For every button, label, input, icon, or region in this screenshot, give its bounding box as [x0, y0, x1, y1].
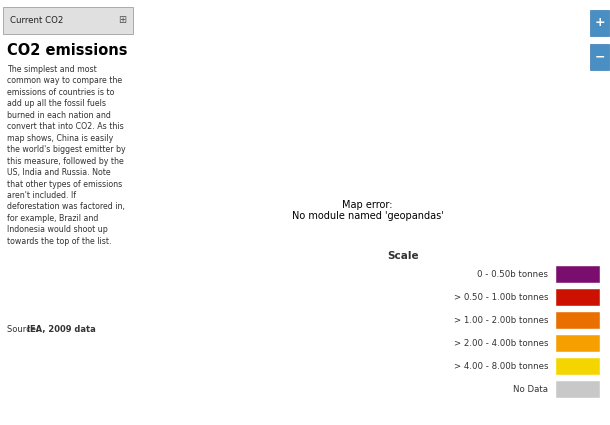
Text: No Data: No Data	[514, 385, 548, 394]
Text: > 2.00 - 4.00b tonnes: > 2.00 - 4.00b tonnes	[454, 339, 548, 348]
Bar	[556, 312, 600, 329]
Text: +: +	[594, 17, 605, 29]
Text: The simplest and most
common way to compare the
emissions of countries is to
add: The simplest and most common way to comp…	[7, 65, 126, 246]
Bar	[556, 266, 600, 283]
Text: Map error:
No module named 'geopandas': Map error: No module named 'geopandas'	[292, 200, 443, 221]
Text: −: −	[594, 51, 605, 63]
Bar	[556, 381, 600, 398]
Text: Scale: Scale	[387, 251, 419, 261]
Text: 0 - 0.50b tonnes: 0 - 0.50b tonnes	[478, 270, 548, 279]
Text: > 0.50 - 1.00b tonnes: > 0.50 - 1.00b tonnes	[454, 293, 548, 302]
Bar	[556, 358, 600, 375]
Text: CO2 emissions: CO2 emissions	[7, 43, 127, 58]
Text: Current CO2: Current CO2	[10, 16, 63, 25]
Text: > 4.00 - 8.00b tonnes: > 4.00 - 8.00b tonnes	[454, 362, 548, 371]
Bar	[556, 335, 600, 352]
Text: Source:: Source:	[7, 325, 41, 334]
Bar	[556, 289, 600, 306]
Text: IEA, 2009 data: IEA, 2009 data	[27, 325, 96, 334]
Text: > 1.00 - 2.00b tonnes: > 1.00 - 2.00b tonnes	[454, 316, 548, 325]
FancyBboxPatch shape	[4, 7, 133, 34]
Text: ⊞: ⊞	[118, 15, 126, 26]
